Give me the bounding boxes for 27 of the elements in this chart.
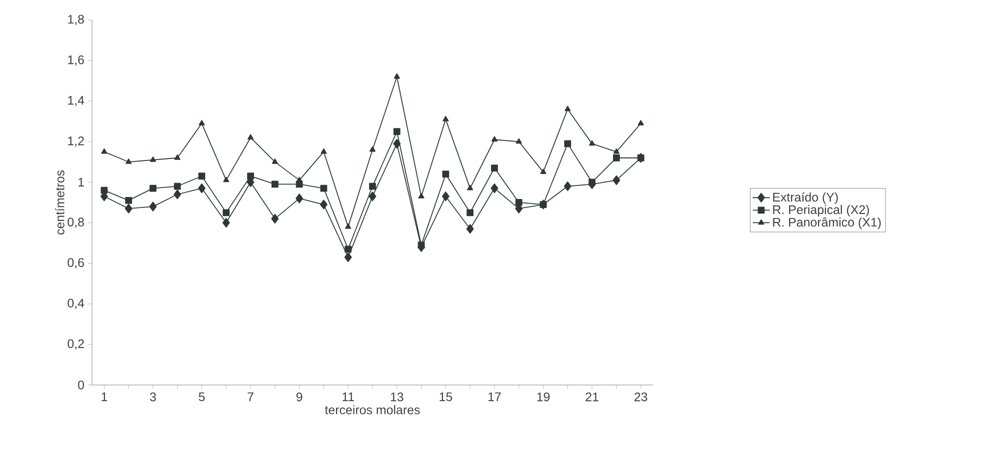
x-tick-label: 7 <box>248 392 254 402</box>
legend-label: R. Periapical (X2) <box>773 204 869 217</box>
legend-label: R. Panorâmico (X1) <box>773 217 881 230</box>
y-tick-label: 1,6 <box>68 55 84 66</box>
x-tick-label: 9 <box>296 392 302 402</box>
y-tick-label: 1 <box>78 178 84 186</box>
y-axis-title: centímetros <box>55 170 64 234</box>
y-tick-label: 1,4 <box>68 96 84 106</box>
y-tick-label: 0,6 <box>68 258 84 268</box>
y-tick-label: 0 <box>78 380 84 390</box>
y-tick-label: 0,8 <box>68 218 84 228</box>
x-tick-label: 15 <box>440 392 452 402</box>
x-tick-label: 23 <box>634 392 648 402</box>
x-tick-label: 21 <box>586 392 598 402</box>
x-tick-label: 13 <box>390 392 404 402</box>
y-tick-label: 1,8 <box>68 14 84 26</box>
y-tick-label: 0,2 <box>68 339 84 350</box>
x-tick-label: 11 <box>342 392 354 402</box>
x-tick-label: 5 <box>198 392 205 402</box>
y-tick-label: 1,2 <box>68 136 84 147</box>
x-tick-label: 3 <box>150 392 156 402</box>
x-tick-label: 1 <box>102 392 108 402</box>
y-tick-label: 0,4 <box>68 298 84 310</box>
x-tick-label: 17 <box>488 392 501 402</box>
x-tick-label: 19 <box>537 392 550 402</box>
x-axis-title: terceiros molares <box>324 405 420 414</box>
legend-label: Extraído (Y) <box>773 192 838 204</box>
